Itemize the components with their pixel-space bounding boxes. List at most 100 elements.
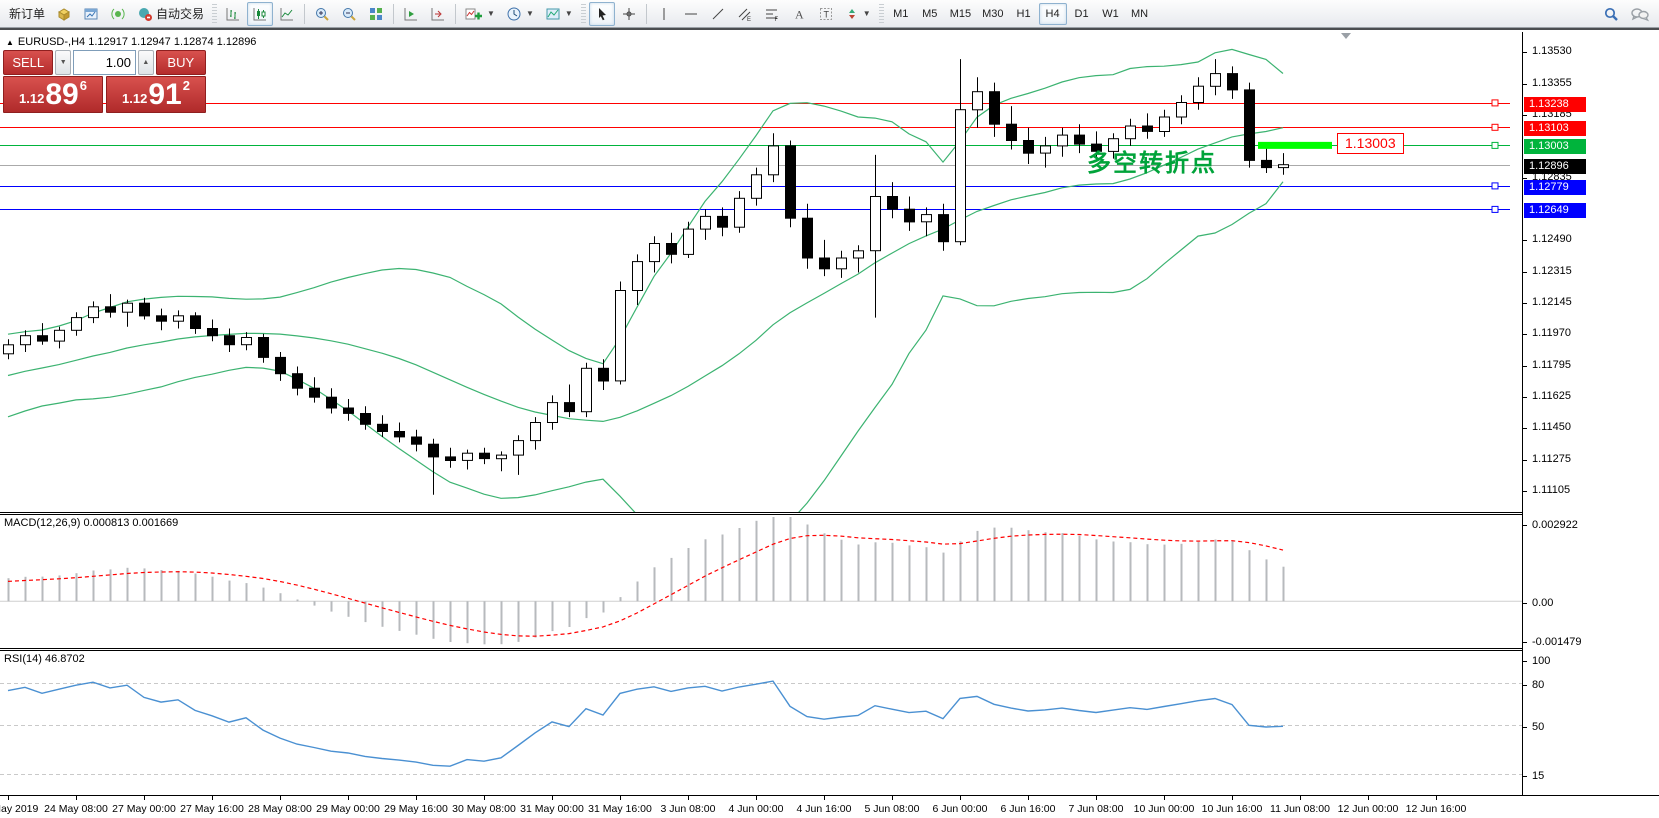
trendline-icon[interactable] xyxy=(705,2,731,26)
buy-price-main: 91 xyxy=(148,78,182,111)
macd-axis-label: 0.002922 xyxy=(1532,519,1578,531)
timeframe-h4[interactable]: H4 xyxy=(1038,2,1067,25)
one-click-trading-panel: SELL ▼ ▲ BUY 1.12 89 6 1.12 91 2 xyxy=(3,50,206,113)
rsi-axis-label: 15 xyxy=(1532,770,1545,782)
chat-icon[interactable] xyxy=(1625,2,1655,26)
line-handle[interactable] xyxy=(1491,123,1499,131)
buy-price-button[interactable]: 1.12 91 2 xyxy=(106,76,206,113)
rsi-indicator-pane[interactable]: RSI(14) 46.8702 xyxy=(0,651,1522,795)
search-icon[interactable] xyxy=(1597,2,1625,26)
timeframe-m30[interactable]: M30 xyxy=(982,7,1004,20)
symbol-title: ▲ EURUSD-,H4 1.12917 1.12947 1.12874 1.1… xyxy=(6,36,256,48)
timeframe-mn[interactable]: MN xyxy=(1130,7,1149,20)
line-chart-icon[interactable] xyxy=(274,2,300,26)
signals-icon[interactable] xyxy=(105,2,131,26)
price-tick xyxy=(1523,177,1527,179)
price-badge: 1.13003 xyxy=(1524,139,1586,155)
price-tick xyxy=(1523,334,1527,336)
rsi-chart xyxy=(0,680,1522,775)
time-tick xyxy=(76,796,77,800)
time-tick xyxy=(348,796,349,800)
crosshair-icon[interactable] xyxy=(616,2,642,26)
bollinger-bands xyxy=(7,48,1284,512)
fibonacci-icon[interactable]: F xyxy=(759,2,785,26)
time-tick xyxy=(144,796,145,800)
symbols-icon[interactable] xyxy=(51,2,77,26)
collapse-arrow-icon[interactable]: ▲ xyxy=(6,37,14,47)
symbol-ohlc-text: EURUSD-,H4 1.12917 1.12947 1.12874 1.128… xyxy=(17,36,257,48)
zoom-in-icon[interactable] xyxy=(309,2,335,26)
timeframe-m1[interactable]: M1 xyxy=(893,7,909,20)
timeframe-h1[interactable]: H1 xyxy=(1016,7,1031,20)
indicators-dropdown[interactable]: ▼ xyxy=(460,2,500,26)
chart-shift-icon[interactable] xyxy=(425,2,451,26)
periods-dropdown[interactable]: ▼ xyxy=(501,2,539,26)
price-tick-label: 1.12315 xyxy=(1532,264,1572,277)
buy-price-pip: 2 xyxy=(182,78,190,93)
timeframe-m5[interactable]: M5 xyxy=(922,7,938,20)
time-tick xyxy=(688,796,689,800)
cursor-icon[interactable] xyxy=(588,1,615,26)
volume-input[interactable] xyxy=(73,50,136,75)
pane-splitter[interactable] xyxy=(0,648,1659,651)
time-axis[interactable]: 23 May 2019 24 May 08:00 27 May 00:00 27 Ma… xyxy=(0,795,1659,818)
time-axis-label: 23 May 2019 xyxy=(0,803,39,815)
buy-button[interactable]: BUY xyxy=(155,50,206,75)
new-order-button[interactable]: 新订单 xyxy=(9,7,46,21)
tile-windows-icon[interactable] xyxy=(363,2,389,26)
macd-signal-line xyxy=(7,533,1284,637)
line-handle[interactable] xyxy=(1491,182,1499,190)
main-chart[interactable] xyxy=(0,32,1522,512)
time-axis-label: 29 May 16:00 xyxy=(384,803,448,815)
time-tick xyxy=(892,796,893,800)
pane-splitter[interactable] xyxy=(0,512,1659,515)
time-tick xyxy=(8,796,9,800)
vertical-line-icon[interactable] xyxy=(651,2,677,26)
auto-scroll-icon[interactable] xyxy=(398,2,424,26)
time-tick xyxy=(1300,796,1301,800)
line-handle[interactable] xyxy=(1491,141,1499,149)
volume-decrease-button[interactable]: ▼ xyxy=(55,50,71,75)
price-tick-label: 1.11625 xyxy=(1532,389,1571,402)
arrows-dropdown[interactable]: ▼ xyxy=(840,2,876,26)
timeframe-w1[interactable]: W1 xyxy=(1102,7,1119,20)
rsi-axis-tick xyxy=(1523,685,1527,686)
rsi-axis-label: 100 xyxy=(1532,655,1551,667)
time-axis-label: 5 Jun 08:00 xyxy=(864,803,920,815)
macd-indicator-pane[interactable]: MACD(12,26,9) 0.000813 0.001669 xyxy=(0,515,1522,648)
time-axis-label: 3 Jun 08:00 xyxy=(660,803,716,815)
price-tick xyxy=(1523,428,1527,430)
line-handle[interactable] xyxy=(1491,205,1499,213)
time-axis-label: 12 Jun 00:00 xyxy=(1337,803,1399,815)
chart-annotation-text[interactable]: 多空转折点 xyxy=(1087,150,1217,177)
chart-window-icon[interactable] xyxy=(78,2,104,26)
timeframe-m15[interactable]: M15 xyxy=(949,7,972,20)
price-tick xyxy=(1523,240,1527,242)
horizontal-line-icon[interactable] xyxy=(678,2,704,26)
auto-trading-icon xyxy=(137,6,153,22)
equidistant-channel-icon[interactable]: E xyxy=(732,2,758,26)
price-badge: 1.13238 xyxy=(1524,96,1586,112)
sell-price-pip: 6 xyxy=(79,78,87,93)
candlestick-chart-icon[interactable] xyxy=(247,1,274,26)
time-tick xyxy=(1232,796,1233,800)
text-icon[interactable]: A xyxy=(786,2,812,26)
chart-shift-marker[interactable] xyxy=(1341,33,1351,39)
price-level-label[interactable]: 1.13003 xyxy=(1337,133,1404,154)
sell-price-button[interactable]: 1.12 89 6 xyxy=(3,76,103,113)
sell-button[interactable]: SELL xyxy=(3,50,54,75)
timeframe-d1[interactable]: D1 xyxy=(1074,7,1089,20)
volume-increase-button[interactable]: ▲ xyxy=(138,50,154,75)
buy-price-prefix: 1.12 xyxy=(122,91,148,106)
auto-trading-button[interactable]: 自动交易 xyxy=(132,2,209,26)
macd-chart xyxy=(0,517,1522,645)
text-label-icon[interactable]: T xyxy=(813,2,839,26)
price-axis[interactable]: 1.13530 1.13355 1.13185 1.12835 1.12490 1.123… xyxy=(1522,32,1659,795)
time-axis-label: 27 May 00:00 xyxy=(112,803,176,815)
zoom-out-icon[interactable] xyxy=(336,2,362,26)
bar-chart-icon[interactable] xyxy=(220,2,246,26)
time-tick xyxy=(620,796,621,800)
main-chart-pane[interactable]: ▲ EURUSD-,H4 1.12917 1.12947 1.12874 1.1… xyxy=(0,32,1522,512)
templates-dropdown[interactable]: ▼ xyxy=(540,2,578,26)
line-handle[interactable] xyxy=(1491,99,1499,107)
